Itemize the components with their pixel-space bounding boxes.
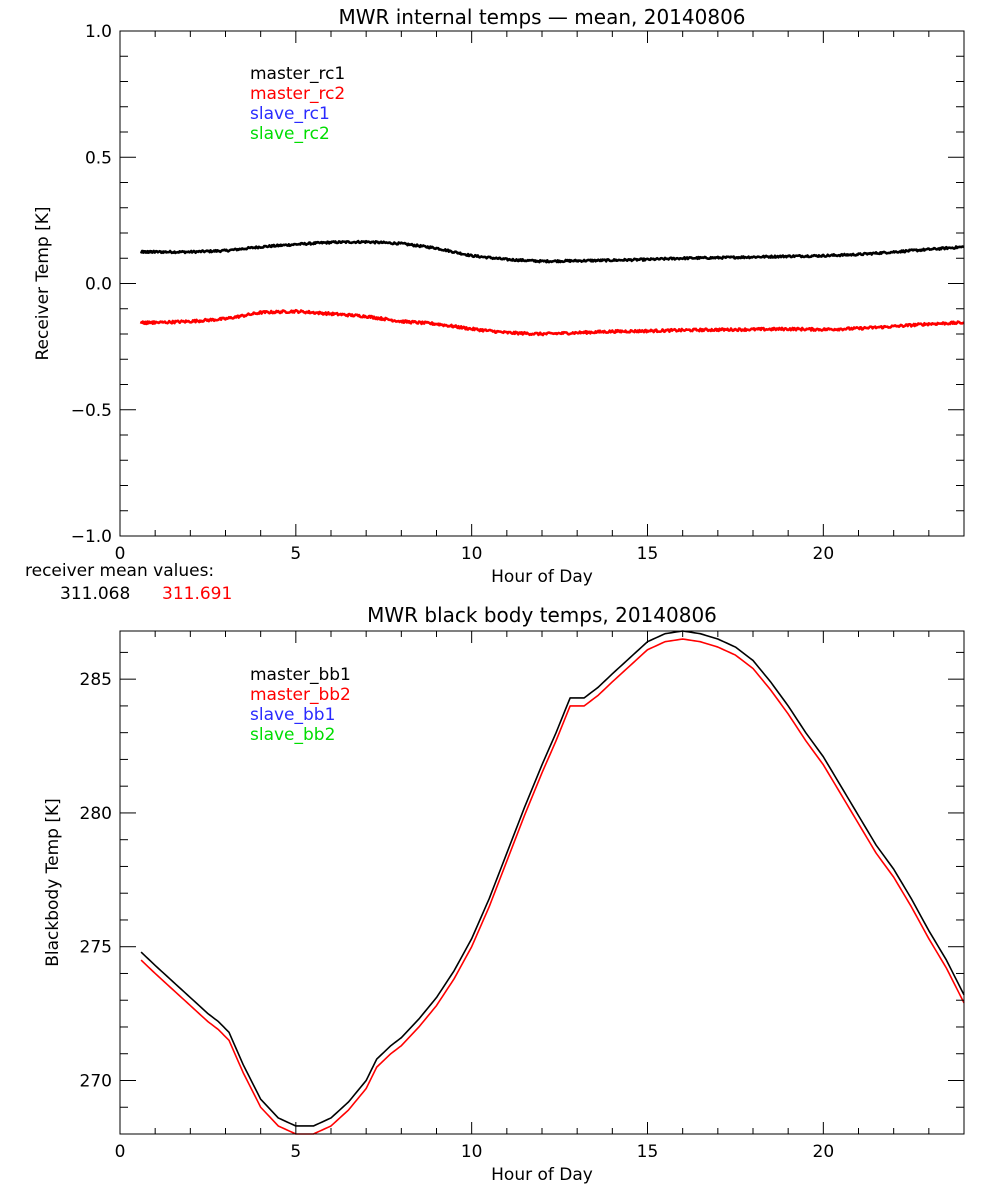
x-tick-label: 10 [461,544,483,564]
chart-title: MWR internal temps — mean, 20140806 [338,5,745,29]
legend-entry-master-rc1: master_rc1 [250,64,345,84]
receiver-temp-chart: MWR internal temps — mean, 20140806 0 5 10… [33,5,965,587]
axis-ticks [119,631,965,1135]
y-tick-label: 0.5 [85,148,112,168]
series-line-master-rc2 [139,308,965,337]
axis-tick-labels: 0 5 10 15 20 −1.0 −0.5 0.0 0.5 1.0 [71,22,834,564]
x-tick-label: 0 [115,544,126,564]
x-tick-label: 20 [813,544,835,564]
series-line-master-bb2 [140,638,965,1135]
x-tick-label: 5 [290,1142,301,1162]
x-tick-label: 15 [637,1142,659,1162]
x-axis-label: Hour of Day [491,567,593,587]
y-tick-label: 275 [80,938,112,958]
blackbody-temp-chart: MWR black body temps, 20140806 0 5 10 15 20 2… [43,603,965,1185]
x-tick-label: 0 [115,1142,126,1162]
mean-value-master-rc2: 311.691 [162,584,232,604]
x-tick-label: 5 [290,544,301,564]
y-tick-label: −0.5 [71,401,112,421]
series-layer [140,630,965,1135]
mean-values-label: receiver mean values: [25,561,214,581]
y-axis-label: Receiver Temp [K] [33,206,53,360]
legend-entry-master-rc2: master_rc2 [250,84,345,104]
legend-entry-slave-bb1: slave_bb1 [250,705,335,725]
chart-title: MWR black body temps, 20140806 [367,603,717,627]
series-layer [139,239,965,337]
x-tick-label: 20 [813,1142,835,1162]
axis-ticks [119,30,965,537]
y-tick-label: 285 [80,670,112,690]
plot-frame [119,30,965,537]
y-axis-label: Blackbody Temp [K] [43,798,63,967]
y-tick-label: 0.0 [85,275,112,295]
y-tick-label: −1.0 [71,527,112,547]
legend-entry-slave-rc2: slave_rc2 [250,124,330,144]
legend-entry-slave-bb2: slave_bb2 [250,725,335,745]
x-tick-label: 15 [637,544,659,564]
legend-entry-slave-rc1: slave_rc1 [250,104,330,124]
series-line-master-bb1 [140,630,965,1127]
legend-entry-master-bb1: master_bb1 [250,665,351,685]
plot-frame [119,630,965,1135]
x-tick-label: 10 [461,1142,483,1162]
receiver-mean-values: receiver mean values: 311.068 311.691 [25,561,232,604]
mean-value-master-rc1: 311.068 [60,584,130,604]
y-tick-label: 280 [80,804,112,824]
series-line-master-rc1 [139,239,965,264]
x-axis-label: Hour of Day [491,1165,593,1185]
y-tick-label: 1.0 [85,22,112,42]
axis-tick-labels: 0 5 10 15 20 270 275 280 285 [80,670,835,1162]
y-tick-label: 270 [80,1071,112,1091]
legend-entry-master-bb2: master_bb2 [250,685,351,705]
